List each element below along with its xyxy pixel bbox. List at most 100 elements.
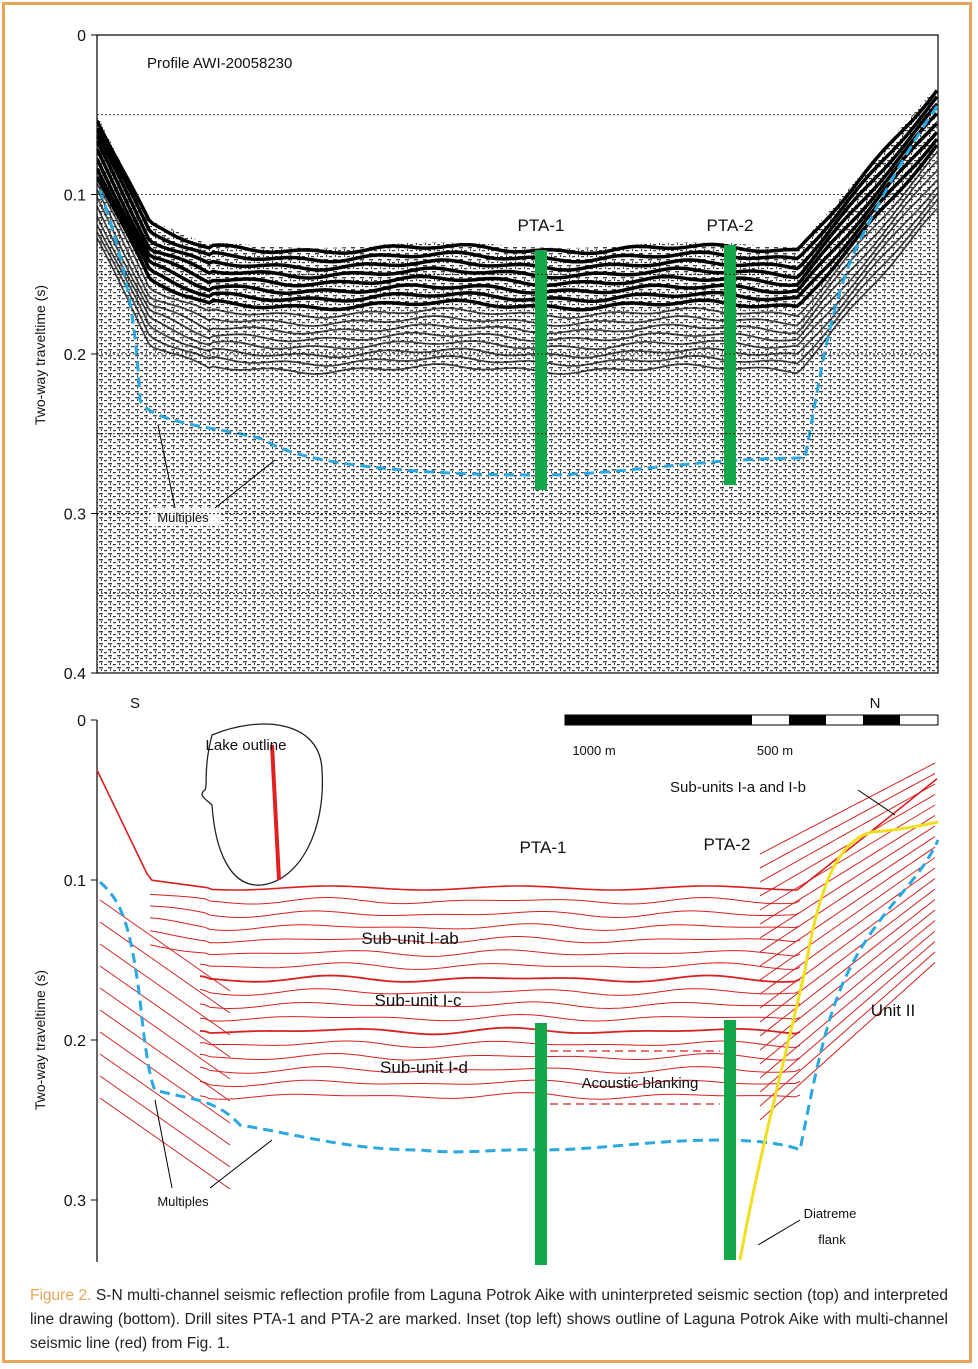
leader [209,1139,273,1189]
reflector [759,783,936,883]
reflector [759,962,936,1121]
reflector [97,89,938,256]
reflector [759,878,936,1009]
reflector [759,804,936,911]
reflector [97,138,938,304]
y-tick-label: 0 [77,713,86,730]
unit-label: Diatreme [804,1206,857,1221]
reflector [149,930,801,944]
y-tick-label: 0.2 [64,1033,86,1050]
reflector [759,941,936,1093]
reflector [99,1031,231,1124]
reflector [759,888,936,1023]
diatreme-line [738,820,939,1261]
y-tick-label: 0.4 [64,666,86,683]
seismic-section [97,86,938,673]
reflector [759,930,936,1079]
reflector [199,1052,801,1061]
figure: Profile AWI-20058230 S N Two-way travelt… [32,28,940,1265]
reflector [99,921,231,1014]
drill-site [724,245,736,485]
drill-site [724,1020,736,1260]
leader [157,424,176,509]
label-bg [150,508,220,526]
label-bg [510,212,574,236]
reflector [759,846,936,967]
y-tick-label: 0.1 [64,873,86,890]
reflector [97,122,938,288]
reflector [199,1066,801,1074]
caption: Figure 2. S-N multi-channel seismic refl… [30,1284,948,1356]
leader [857,789,896,816]
y-tick-label: 0.3 [64,507,86,524]
unit-label: Multiples [157,1194,209,1209]
lake-outline [201,723,324,886]
scale-bar [863,715,900,725]
scale-bar [789,715,826,725]
y-tick-label: 0.1 [64,188,86,205]
reflector [99,965,231,1058]
unit-labels: Sub-units I-a and I-b Sub-unit I-ab Sub-un… [157,779,915,1247]
drill-site [535,250,547,490]
scale-label: 1000 m [572,743,615,758]
leader [154,1099,173,1189]
reflector [97,170,938,335]
y-tick-label: 0 [77,28,86,45]
caption-label: Figure 2. [30,1287,92,1304]
reflector [97,151,938,319]
unit-label: Unit II [871,1001,915,1020]
south-label: S [130,695,140,712]
unit-label: Sub-units I-a and I-b [670,779,806,796]
reflector [759,951,936,1107]
reflector [199,1026,801,1036]
leader [757,1219,801,1246]
site-label: PTA-2 [707,216,754,235]
reflector [199,1079,801,1088]
reflector [99,1053,231,1146]
reflector [97,112,938,280]
reflector [97,179,938,343]
reflector [759,825,936,939]
reflector [97,199,938,367]
profile-title: Profile AWI-20058230 [147,55,292,72]
reflector [199,974,801,983]
reflector [96,769,938,891]
reflectors [96,762,938,1190]
drill-site [535,1023,547,1265]
y-tick-label: 0.3 [64,1193,86,1210]
reflector [97,103,938,272]
site-label: PTA-2 [704,835,751,854]
site-label: PTA-1 [518,216,565,235]
reflector [759,815,936,925]
reflector [759,857,936,981]
reflector [759,899,936,1037]
reflector [99,1009,231,1102]
reflector [149,917,801,931]
y-axis-label: Two-way traveltime (s) [32,285,48,425]
multiple-line [98,839,940,1154]
reflector [97,160,938,327]
reflector [99,943,231,1036]
y-axis-label: Two-way traveltime (s) [32,970,48,1110]
seismic-noise [97,86,938,673]
unit-label: flank [818,1232,846,1247]
reflector [199,962,801,970]
reflector [199,1013,801,1022]
north-label: N [870,695,881,712]
multiples-label: Multiples [157,510,209,525]
reflector [199,988,801,996]
reflector [199,1040,801,1049]
reflector [149,905,801,919]
reflector [759,836,936,953]
reflector [759,773,936,869]
seismic-line [270,744,281,881]
unit-label: Sub-unit I-ab [361,929,458,948]
reflector [199,1001,801,1010]
reflector [99,1075,231,1168]
reflector [759,867,936,995]
reflector [99,1097,231,1190]
reflector [97,207,938,375]
scale-label: 500 m [757,743,793,758]
reflector [97,130,938,295]
